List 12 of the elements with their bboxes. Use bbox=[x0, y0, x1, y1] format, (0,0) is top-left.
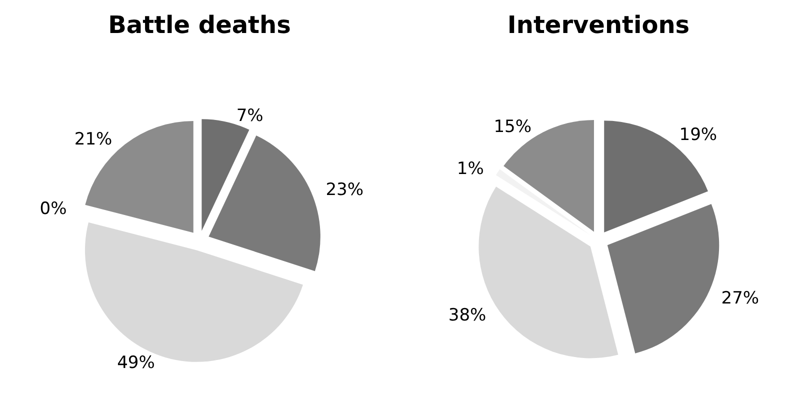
chart-title: Battle deaths bbox=[108, 11, 291, 39]
data-label: 7% bbox=[236, 106, 264, 126]
data-label: 49% bbox=[117, 353, 155, 374]
data-label: 38% bbox=[448, 306, 486, 326]
data-label: 1% bbox=[456, 158, 484, 179]
data-label: 15% bbox=[494, 116, 532, 137]
data-label: 23% bbox=[326, 180, 364, 200]
text: 0% bbox=[40, 198, 67, 219]
data-label: 19% bbox=[679, 124, 718, 145]
chart-title: Interventions bbox=[507, 11, 690, 39]
data-label: 21% bbox=[74, 130, 112, 150]
data-label: 27% bbox=[721, 288, 760, 309]
